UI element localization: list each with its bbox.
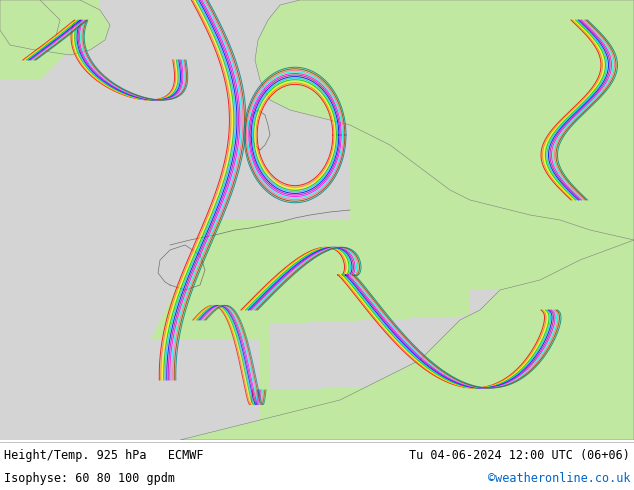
Polygon shape [0,0,110,55]
Polygon shape [255,0,634,240]
Polygon shape [0,0,60,50]
Text: Isophyse: 60 80 100 gpdm: Isophyse: 60 80 100 gpdm [4,471,175,485]
Text: ©weatheronline.co.uk: ©weatheronline.co.uk [488,471,630,485]
Text: Height/Temp. 925 hPa   ECMWF: Height/Temp. 925 hPa ECMWF [4,448,204,462]
Text: Tu 04-06-2024 12:00 UTC (06+06): Tu 04-06-2024 12:00 UTC (06+06) [409,448,630,462]
Polygon shape [180,0,634,440]
